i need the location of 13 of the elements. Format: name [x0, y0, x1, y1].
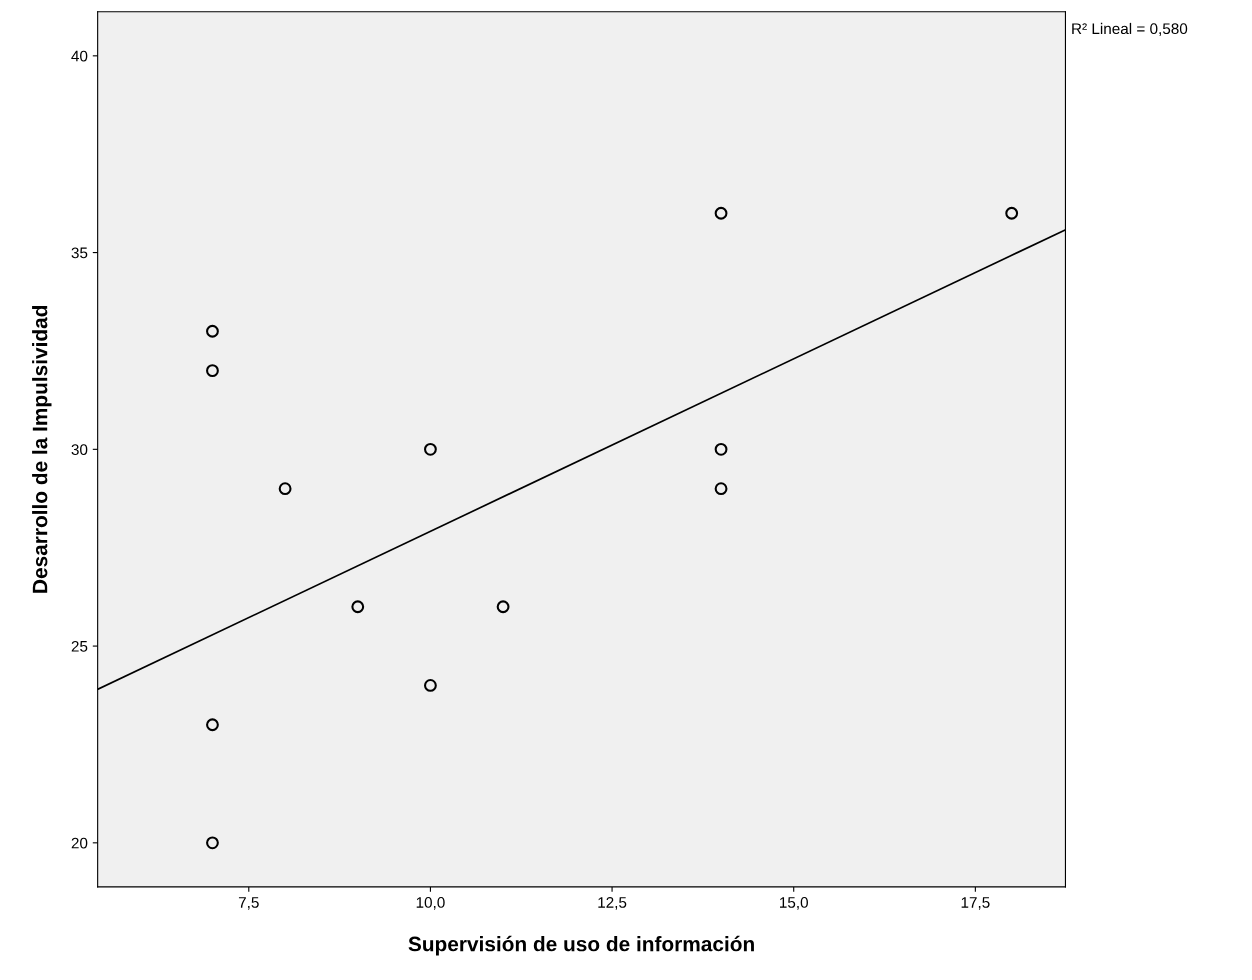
y-tick-label: 25	[71, 640, 88, 652]
x-tick-label: 7,5	[238, 897, 259, 910]
y-tick-label: 20	[71, 837, 88, 849]
text: R² Lineal = 0,580	[1072, 22, 1188, 36]
y-tick-label: 35	[71, 247, 88, 259]
x-tick-label: 12,5	[598, 897, 627, 910]
y-tick-label: 40	[71, 50, 88, 62]
y-axis-title: Desarrollo de la Impulsividad	[32, 305, 52, 593]
x-axis-title: Supervisión de uso de información	[408, 935, 754, 956]
y-tick-label: 30	[71, 444, 88, 456]
x-tick-label: 10,0	[416, 897, 445, 910]
x-tick-label: 17,5	[961, 897, 990, 910]
x-tick-label: 15,0	[780, 897, 808, 910]
